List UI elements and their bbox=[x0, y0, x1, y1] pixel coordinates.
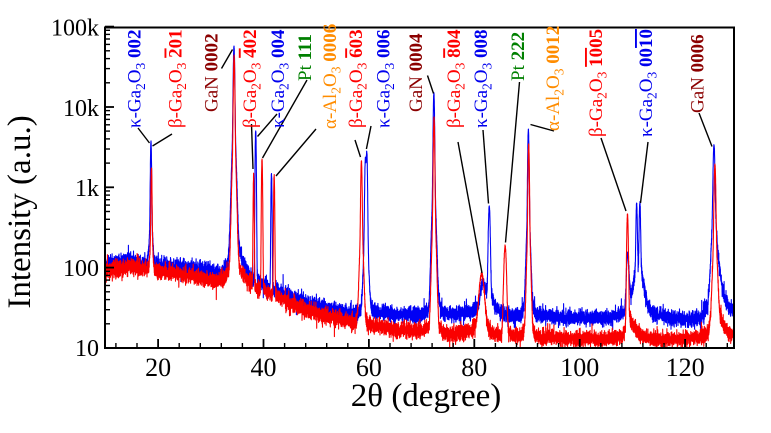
svg-text:κ-Ga2O3 008: κ-Ga2O3 008 bbox=[471, 29, 495, 128]
svg-text:120: 120 bbox=[666, 353, 705, 382]
svg-text:GaN 0002: GaN 0002 bbox=[202, 33, 223, 112]
svg-text:100: 100 bbox=[63, 256, 99, 282]
svg-text:GaN 0006: GaN 0006 bbox=[687, 34, 708, 113]
svg-text:60: 60 bbox=[356, 353, 382, 382]
svg-text:Pt 222: Pt 222 bbox=[508, 32, 529, 81]
svg-text:100k: 100k bbox=[51, 16, 99, 42]
svg-text:β-Ga2O3 1005: β-Ga2O3 1005 bbox=[586, 29, 610, 137]
svg-text:α-Al2O3 0012: α-Al2O3 0012 bbox=[543, 26, 567, 131]
svg-text:20: 20 bbox=[145, 353, 171, 382]
svg-text:1k: 1k bbox=[75, 176, 99, 202]
svg-text:κ-Ga2O3 0010: κ-Ga2O3 0010 bbox=[636, 29, 660, 137]
svg-text:κ-Ga2O3 002: κ-Ga2O3 002 bbox=[125, 29, 149, 128]
svg-text:β-Ga2O3 804: β-Ga2O3 804 bbox=[444, 29, 468, 128]
svg-text:GaN 0004: GaN 0004 bbox=[406, 33, 427, 112]
svg-text:80: 80 bbox=[461, 353, 487, 382]
svg-text:κ-Ga2O3 006: κ-Ga2O3 006 bbox=[374, 29, 398, 128]
svg-text:Pt 111: Pt 111 bbox=[295, 34, 316, 81]
svg-text:κ-Ga2O3 004: κ-Ga2O3 004 bbox=[268, 29, 292, 128]
svg-text:β-Ga2O3 603: β-Ga2O3 603 bbox=[346, 29, 370, 128]
svg-text:β-Ga2O3 201: β-Ga2O3 201 bbox=[166, 29, 190, 128]
svg-text:Intensity (a.u.): Intensity (a.u.) bbox=[2, 115, 38, 308]
svg-text:40: 40 bbox=[251, 353, 277, 382]
svg-text:10: 10 bbox=[75, 336, 99, 362]
svg-text:2θ (degree): 2θ (degree) bbox=[351, 378, 501, 414]
svg-text:10k: 10k bbox=[63, 96, 99, 122]
svg-text:β-Ga2O3 402: β-Ga2O3 402 bbox=[240, 29, 263, 128]
svg-text:100: 100 bbox=[560, 353, 599, 382]
svg-text:α-Al2O3 0006: α-Al2O3 0006 bbox=[320, 24, 344, 129]
